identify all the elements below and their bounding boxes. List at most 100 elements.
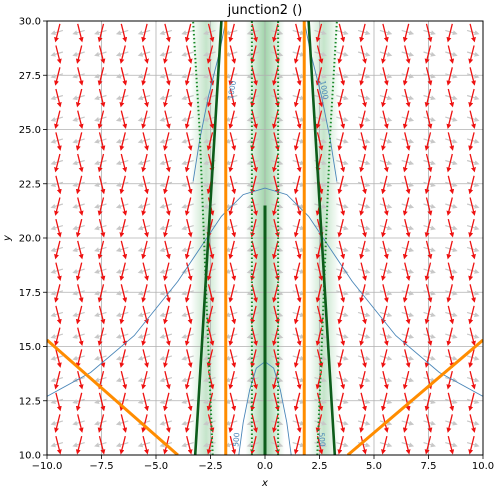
red-arrow (360, 305, 367, 325)
red-arrow (141, 67, 148, 86)
red-arrow (293, 45, 301, 64)
red-arrow (469, 414, 476, 433)
red-arrow (184, 67, 192, 86)
red-arrow (186, 88, 193, 108)
red-arrow (273, 262, 280, 282)
red-arrow (295, 284, 302, 303)
red-arrow (469, 284, 476, 303)
red-arrow (446, 327, 453, 347)
y-tick-label: 12.5 (19, 396, 41, 407)
red-arrow (228, 67, 235, 86)
red-arrow (293, 88, 301, 108)
red-arrow (402, 153, 410, 173)
red-arrow (163, 392, 170, 412)
red-arrow (119, 262, 126, 282)
red-arrow (229, 392, 237, 412)
red-arrow (98, 262, 106, 282)
red-arrow (359, 197, 366, 216)
red-arrow (55, 305, 62, 325)
red-arrow (273, 218, 280, 238)
red-arrow (425, 197, 433, 216)
red-arrow (206, 88, 214, 108)
red-arrow (141, 197, 148, 216)
red-arrow (293, 218, 301, 238)
red-arrow (295, 240, 302, 260)
red-arrow (382, 284, 389, 303)
red-arrow (404, 262, 411, 282)
red-arrow (142, 175, 149, 195)
red-arrow (229, 349, 237, 368)
red-arrow (251, 197, 258, 216)
red-arrow (447, 45, 455, 64)
red-arrow (141, 240, 148, 260)
red-arrow (97, 197, 105, 216)
red-arrow (424, 175, 432, 195)
red-arrow (381, 175, 388, 195)
y-tick-label: 15.0 (19, 342, 41, 353)
red-arrow (381, 435, 388, 455)
red-arrow (316, 392, 324, 412)
red-arrow (338, 284, 346, 303)
red-arrow (381, 45, 388, 64)
red-arrow (337, 132, 344, 151)
red-arrow (315, 284, 323, 303)
red-arrow (164, 197, 171, 216)
red-arrow (424, 392, 432, 412)
red-arrow (119, 45, 126, 64)
red-arrow (186, 175, 193, 195)
red-arrow (97, 23, 105, 43)
contour-label: 500 (317, 432, 327, 447)
x-tick-label: 7.5 (421, 461, 437, 472)
red-arrow (404, 45, 411, 64)
red-arrow (468, 45, 475, 64)
red-arrow (54, 23, 61, 43)
red-arrow (295, 67, 302, 86)
red-arrow (54, 67, 61, 86)
red-arrow (55, 45, 62, 64)
red-arrow (163, 88, 170, 108)
red-arrow (424, 305, 432, 325)
red-arrow (141, 110, 148, 130)
red-arrow (381, 305, 388, 325)
red-arrow (338, 67, 346, 86)
red-arrow (469, 240, 476, 260)
red-arrow (142, 435, 149, 455)
red-arrow (425, 327, 433, 347)
red-arrow (120, 240, 128, 260)
red-arrow (424, 262, 432, 282)
red-arrow (54, 284, 61, 303)
red-arrow (424, 88, 432, 108)
red-arrow (229, 435, 237, 455)
red-arrow (251, 110, 258, 130)
red-arrow (54, 153, 61, 173)
red-arrow (381, 218, 388, 238)
red-arrow (295, 23, 302, 43)
red-arrow (404, 349, 411, 368)
contour-label: 1000 (226, 80, 238, 101)
red-arrow (360, 132, 367, 151)
red-arrow (402, 284, 410, 303)
red-arrow (228, 370, 235, 390)
contour-label: 500 (231, 432, 241, 447)
red-arrow (184, 240, 192, 260)
red-arrow (119, 132, 126, 151)
red-arrow (293, 305, 301, 325)
red-arrow (207, 67, 215, 86)
red-arrow (425, 23, 433, 43)
red-arrow (186, 349, 193, 368)
red-arrow (359, 414, 366, 433)
red-arrow (75, 45, 83, 64)
red-arrow (447, 305, 455, 325)
y-tick-label: 30.0 (19, 17, 41, 28)
red-arrow (293, 435, 301, 455)
red-arrow (402, 414, 410, 433)
red-arrow (251, 414, 258, 433)
y-tick-label: 25.0 (19, 125, 41, 136)
red-arrow (75, 435, 83, 455)
red-arrow (316, 45, 324, 64)
red-arrow (468, 435, 475, 455)
red-arrow (184, 327, 192, 347)
red-arrow (186, 392, 193, 412)
red-arrow (55, 88, 62, 108)
red-arrow (229, 45, 237, 64)
